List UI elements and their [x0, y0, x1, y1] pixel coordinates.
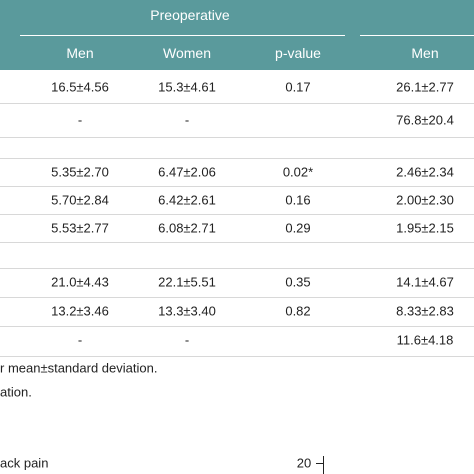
figure-label: ack pain: [0, 455, 49, 471]
row-separator: [0, 158, 474, 159]
table-cell: 5.53±2.77: [51, 220, 109, 236]
table-cell: -: [77, 112, 83, 128]
table-cell: 0.29: [285, 220, 311, 236]
table-cell: 0.16: [285, 192, 311, 208]
row-separator: [0, 242, 474, 243]
table-cell: 21.0±4.43: [51, 274, 109, 290]
table-cell: 0.02*: [282, 164, 314, 180]
table-cell: 0.82: [285, 303, 311, 319]
table-cell: 8.33±2.83: [396, 303, 454, 319]
column-header: p-value: [275, 45, 321, 61]
row-separator: [0, 214, 474, 215]
figure-tick-label: 20: [296, 455, 312, 471]
table-cell: 76.8±20.4: [396, 112, 454, 128]
table-cell: 0.17: [285, 79, 311, 95]
table-cell: 15.3±4.61: [158, 79, 216, 95]
row-separator: [0, 103, 474, 104]
footnote: r mean±standard deviation.: [0, 360, 158, 376]
table-cell: 26.1±2.77: [396, 79, 454, 95]
table-cell: 22.1±5.51: [158, 274, 216, 290]
table-cell: 13.2±3.46: [51, 303, 109, 319]
table-cell: -: [184, 332, 190, 348]
table-cell: 0.35: [285, 274, 311, 290]
figure-tick: [316, 463, 323, 464]
table-cell: 11.6±4.18: [396, 332, 454, 348]
table-cell: 16.5±4.56: [51, 79, 109, 95]
table-cell: 5.70±2.84: [51, 192, 109, 208]
column-header: Men: [66, 45, 94, 61]
table-cell: -: [184, 112, 190, 128]
header-rule: [360, 35, 474, 36]
table-cell: 1.95±2.15: [396, 220, 454, 236]
table-cell: 2.46±2.34: [396, 164, 454, 180]
row-separator: [0, 268, 474, 269]
footnote: ation.: [0, 384, 32, 400]
column-header: Men: [411, 45, 439, 61]
table-cell: 5.35±2.70: [51, 164, 109, 180]
figure-axis: [323, 456, 324, 474]
table-cell: 2.00±2.30: [396, 192, 454, 208]
table-cell: 6.47±2.06: [158, 164, 216, 180]
column-header: Women: [163, 45, 211, 61]
row-separator: [0, 326, 474, 327]
table-cell: 6.42±2.61: [158, 192, 216, 208]
row-separator: [0, 137, 474, 138]
row-separator: [0, 186, 474, 187]
table-cell: 14.1±4.67: [396, 274, 454, 290]
table-cell: 6.08±2.71: [158, 220, 216, 236]
table-cell: -: [77, 332, 83, 348]
header-rule: [20, 35, 345, 36]
table-cell: 13.3±3.40: [158, 303, 216, 319]
table-bottom-rule: [0, 356, 474, 357]
row-separator: [0, 297, 474, 298]
group-header: Preoperative: [150, 7, 230, 23]
